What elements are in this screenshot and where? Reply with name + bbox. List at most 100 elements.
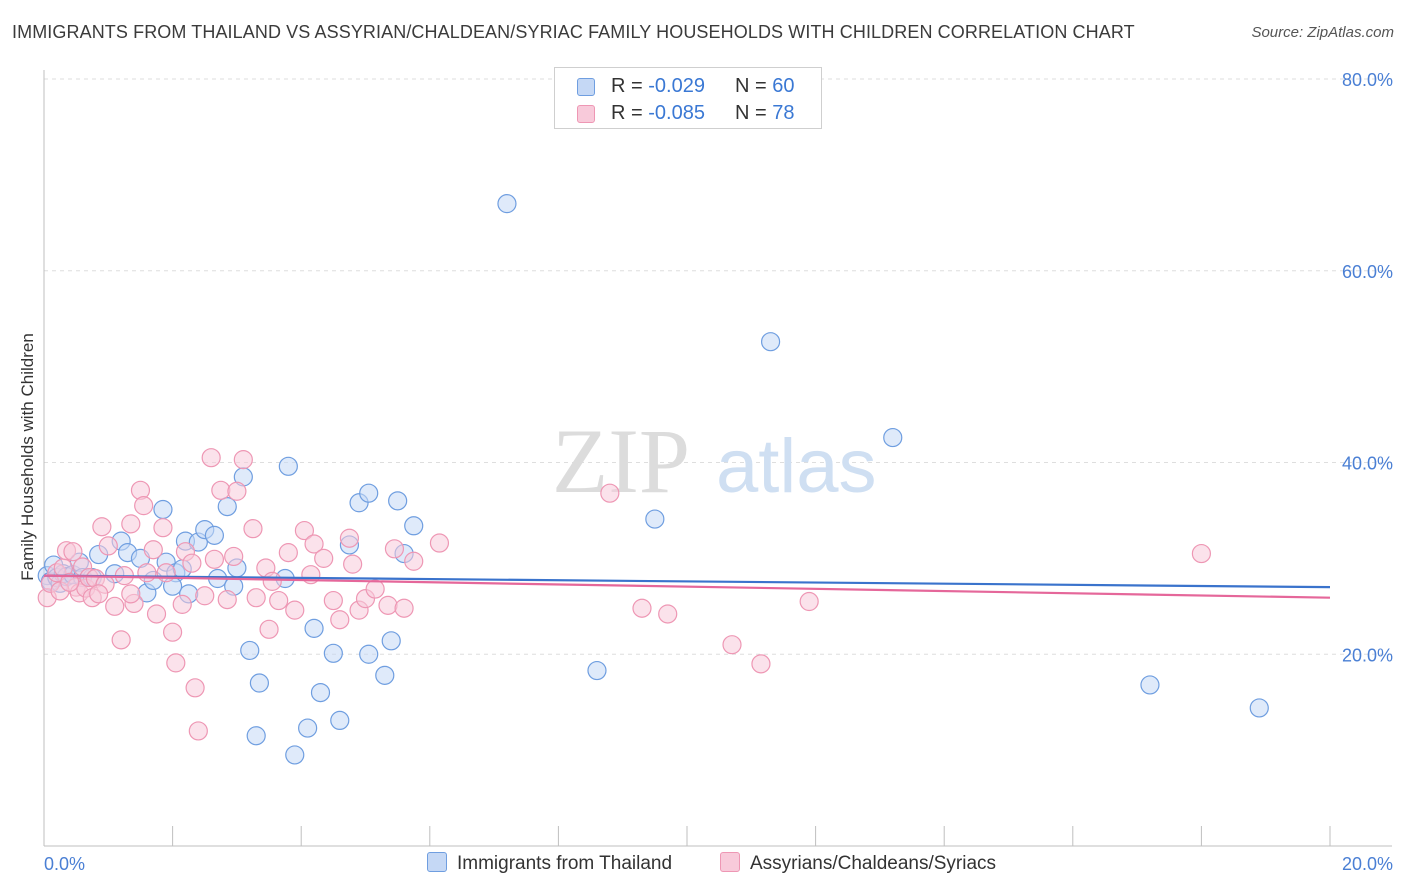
assyrian-point [224, 546, 244, 567]
thailand-point [359, 483, 379, 503]
assyrian-point [246, 588, 266, 608]
legend-n-label: N = [735, 75, 767, 97]
thailand-point [304, 618, 324, 638]
assyrian-point [384, 539, 405, 559]
y-tick-label: 60.0% [1342, 262, 1393, 282]
y-tick-labels: 20.0% 40.0% 60.0% 80.0% [1342, 70, 1393, 665]
trend-line-thailand [43, 574, 1331, 589]
watermark-zip: ZIP [552, 410, 690, 512]
assyrian-point [121, 584, 141, 604]
assyrian-point [89, 584, 109, 604]
assyrian-point [339, 528, 360, 548]
assyrian-point [201, 448, 221, 468]
thailand-point [323, 643, 343, 663]
thailand-point [381, 631, 401, 651]
assyrian-point [600, 483, 620, 503]
bottom-legend-assyrian: Assyrians/Chaldeans/Syriacs [720, 852, 996, 875]
assyrian-point [204, 549, 224, 569]
assyrian-point [146, 604, 167, 624]
assyrian-point [172, 594, 192, 614]
assyrian-point [269, 590, 289, 611]
assyrian-point [378, 595, 398, 615]
assyrian-point [153, 518, 173, 538]
thailand-point [298, 718, 318, 738]
thailand-point [249, 673, 270, 693]
legend-n-value-thailand: 60 [772, 75, 795, 97]
legend-r-label: R = [611, 102, 643, 124]
thailand-point [497, 194, 517, 214]
assyrian-point [156, 563, 176, 583]
assyrian-point [751, 654, 771, 674]
assyrian-point [722, 635, 742, 655]
bottom-legend-label-assyrian: Assyrians/Chaldeans/Syriacs [750, 853, 997, 874]
assyrian-point [429, 533, 450, 553]
assyrian-point [137, 563, 157, 583]
assyrian-point [323, 590, 343, 611]
y-axis-label: Family Households with Children [18, 333, 37, 581]
assyrian-point [188, 721, 208, 741]
bottom-legend-swatch-assyrian [720, 852, 740, 872]
chart-title: IMMIGRANTS FROM THAILAND VS ASSYRIAN/CHA… [12, 22, 1135, 42]
grid-lines [44, 78, 1392, 655]
legend-swatch-assyrian [577, 105, 595, 123]
assyrian-point [63, 542, 83, 562]
x-tick-label-min: 0.0% [44, 854, 85, 874]
assyrian-point [105, 596, 125, 616]
assyrian-point [111, 630, 131, 650]
watermark-atlas: atlas [716, 424, 877, 509]
x-tick-marks [43, 826, 1331, 846]
assyrian-point [343, 554, 363, 574]
assyrian-point [330, 610, 350, 630]
thailand-point [285, 745, 305, 765]
assyrian-point [304, 534, 324, 554]
assyrian-point [658, 604, 678, 624]
thailand-point [217, 497, 237, 517]
thailand-point [153, 499, 173, 520]
thailand-point [645, 509, 665, 529]
assyrian-point [233, 450, 253, 470]
assyrian-point [285, 600, 305, 620]
correlation-legend: R = -0.029 N = 60 R = -0.085 N = 78 [554, 67, 822, 129]
assyrian-point [182, 553, 202, 573]
legend-n-value-assyrian: 78 [772, 102, 795, 124]
legend-n-label: N = [735, 102, 767, 124]
assyrian-point [365, 579, 385, 599]
assyrian-point [1191, 543, 1212, 564]
assyrian-point [262, 571, 282, 591]
legend-r-value-thailand: -0.029 [648, 75, 705, 97]
thailand-point [204, 525, 224, 545]
trend-lines [43, 574, 1331, 599]
legend-r-value-assyrian: -0.085 [648, 102, 705, 124]
thailand-point [1249, 698, 1269, 718]
legend-swatch-thailand [577, 78, 595, 96]
assyrian-point [278, 543, 298, 563]
thailand-point [278, 456, 298, 476]
assyrian-point [185, 678, 205, 698]
assyrian-point [134, 496, 154, 516]
thailand-point [388, 491, 408, 511]
thailand-point [240, 640, 260, 661]
thailand-point [246, 726, 266, 746]
assyrian-point [166, 653, 186, 673]
assyrian-point [799, 591, 819, 612]
y-tick-label: 40.0% [1342, 454, 1393, 474]
assyrian-point [163, 622, 183, 642]
trend-line-assyrian [43, 574, 1331, 599]
source-credit: Source: ZipAtlas.com [1251, 24, 1394, 41]
assyrian-point [404, 551, 424, 571]
assyrian-point [632, 598, 652, 618]
y-tick-label: 20.0% [1342, 645, 1393, 665]
assyrian-point [121, 514, 141, 534]
bottom-legend-label-thailand: Immigrants from Thailand [457, 853, 673, 874]
bottom-legend-thailand: Immigrants from Thailand [427, 852, 672, 875]
assyrian-point [217, 590, 237, 610]
thailand-point [760, 332, 781, 352]
assyrian-point [60, 572, 80, 592]
assyrian-point [143, 540, 163, 560]
thailand-point [310, 682, 331, 703]
x-tick-label-max: 20.0% [1342, 854, 1393, 874]
thailand-point [330, 710, 350, 731]
assyrian-point [195, 586, 215, 606]
thailand-point [375, 665, 395, 685]
